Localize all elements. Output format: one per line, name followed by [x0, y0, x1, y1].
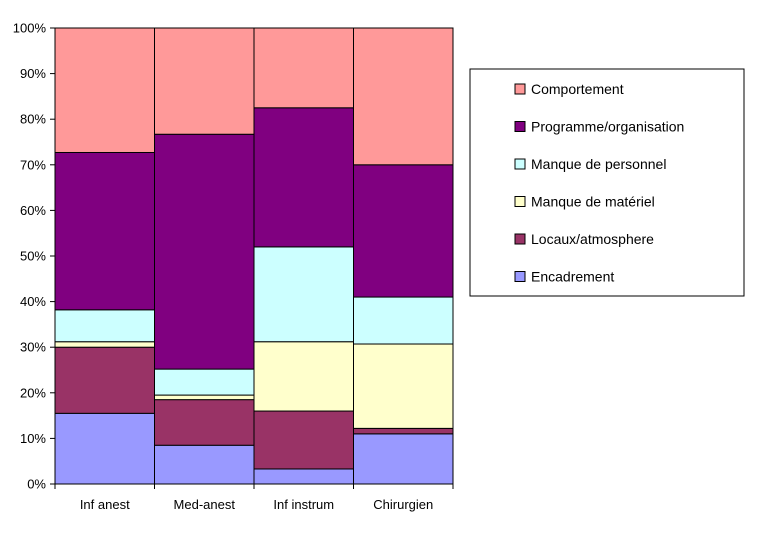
bar-segment-med-anest-manque-de-personnel [154, 368, 255, 396]
bar-segment-chirurgien-manque-de-materiel [353, 343, 454, 429]
bar-segment-inf-anest-locaux-atmosphere [54, 346, 155, 414]
legend-swatch-comportement [514, 83, 526, 95]
legend-label-manque-de-personnel: Manque de personnel [531, 156, 666, 172]
x-tick-label-inf-anest: Inf anest [80, 497, 130, 512]
bar-segment-chirurgien-manque-de-personnel [353, 296, 454, 345]
bar-segment-chirurgien-comportement [353, 27, 454, 166]
y-tick-label: 10% [20, 431, 46, 446]
bar-segment-chirurgien-encadrement [353, 433, 454, 485]
bar-segment-med-anest-programme-organisation [154, 133, 255, 370]
legend-label-encadrement: Encadrement [531, 269, 614, 285]
legend-label-comportement: Comportement [531, 81, 624, 97]
bar-segment-med-anest-locaux-atmosphere [154, 399, 255, 446]
legend-swatch-encadrement [514, 271, 526, 282]
bar-segment-inf-anest-manque-de-personnel [54, 309, 155, 343]
bar-segment-chirurgien-programme-organisation [353, 164, 454, 298]
y-tick-label: 90% [20, 66, 46, 81]
y-tick-label: 30% [20, 340, 46, 355]
bar-segment-inf-anest-comportement [54, 27, 155, 153]
bar-segment-inf-instrum-programme-organisation [253, 107, 354, 248]
bar-segment-inf-instrum-locaux-atmosphere [253, 410, 354, 470]
legend: Comportement Programme/organisation Manque… [469, 68, 745, 297]
x-tick-label-chirurgien: Chirurgien [373, 497, 433, 512]
y-tick-label: 60% [20, 203, 46, 218]
legend-swatch-manque-de-materiel [514, 196, 526, 207]
y-tick-label: 70% [20, 157, 46, 172]
bar-segment-inf-instrum-comportement [253, 27, 354, 109]
y-tick-label: 0% [27, 477, 46, 492]
bar-segment-med-anest-comportement [154, 27, 255, 135]
bar-segment-med-anest-encadrement [154, 444, 255, 485]
bar-segment-inf-instrum-manque-de-materiel [253, 341, 354, 412]
y-axis: 0% 10% 20% 30% 40% 50% 60% 70% 80% 90% 100% [13, 21, 56, 492]
bar-segment-inf-instrum-manque-de-personnel [253, 246, 354, 343]
legend-swatch-programme-organisation [514, 121, 526, 132]
legend-label-programme-organisation: Programme/organisation [531, 119, 684, 135]
x-tick-label-med-anest: Med-anest [174, 497, 236, 512]
legend-box [469, 68, 745, 297]
bar-segment-inf-instrum-encadrement [253, 468, 354, 485]
y-tick-label: 20% [20, 385, 46, 400]
y-tick-label: 50% [20, 249, 46, 264]
legend-swatch-manque-de-personnel [514, 158, 526, 170]
y-tick-label: 40% [20, 294, 46, 309]
bar-segment-med-anest-manque-de-materiel [154, 394, 255, 401]
bar-segment-chirurgien-locaux-atmosphere [353, 427, 454, 435]
x-tick-label-inf-instrum: Inf instrum [273, 497, 334, 512]
legend-label-manque-de-materiel: Manque de matériel [531, 194, 655, 210]
x-axis: Inf anest Med-anest Inf instrum Chirurgien [54, 483, 454, 512]
bar-segment-inf-anest-encadrement [54, 412, 155, 485]
legend-label-locaux-atmosphere: Locaux/atmosphere [531, 231, 654, 247]
bar-segment-inf-anest-manque-de-materiel [54, 341, 155, 348]
y-tick-label: 100% [13, 21, 47, 36]
y-tick-label: 80% [20, 112, 46, 127]
bar-segment-inf-anest-programme-organisation [54, 151, 155, 311]
plot-area [54, 27, 454, 485]
legend-swatch-locaux-atmosphere [514, 233, 526, 245]
